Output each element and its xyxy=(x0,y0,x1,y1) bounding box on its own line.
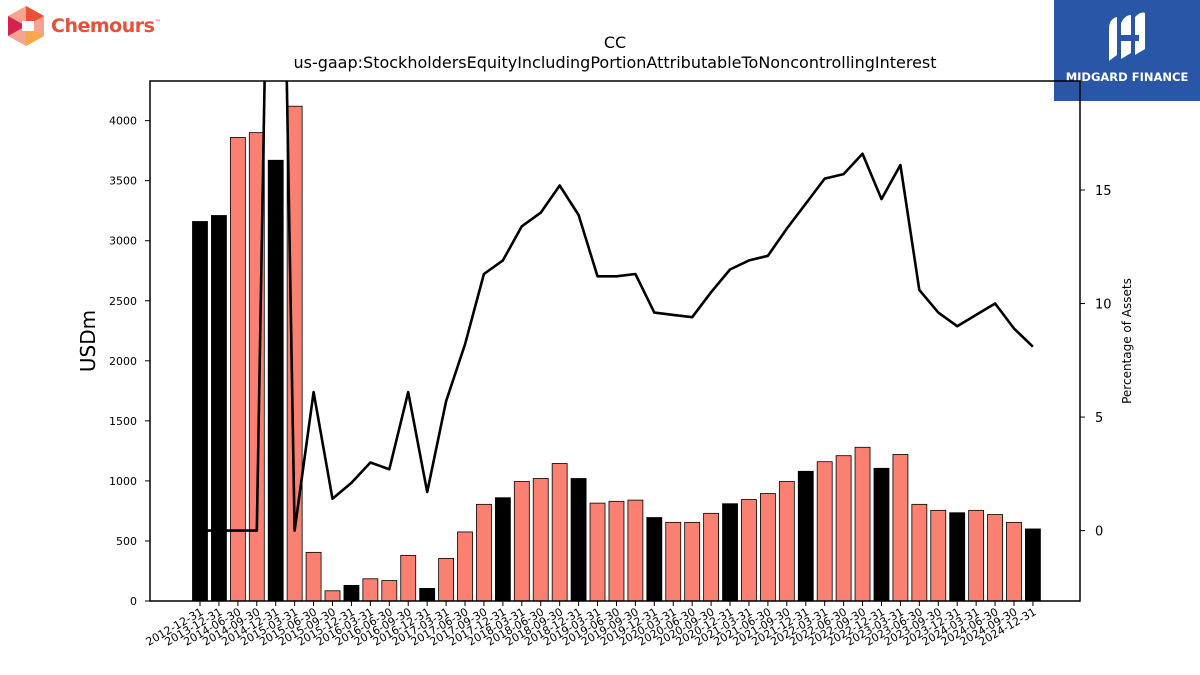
midgard-finance-logo: MIDGARD FINANCE xyxy=(1054,0,1200,101)
y2-axis-label: Percentage of Assets xyxy=(1120,278,1134,404)
chemours-hexagon-logo-icon xyxy=(8,6,44,46)
bar xyxy=(760,493,776,601)
bar xyxy=(438,557,454,601)
bar xyxy=(286,105,303,601)
bar xyxy=(305,551,322,601)
midgard-emblem-icon xyxy=(1109,12,1145,61)
chemours-logo: Chemours™ xyxy=(4,4,174,50)
bar xyxy=(457,531,473,601)
bar xyxy=(987,514,1003,601)
bar xyxy=(192,221,208,601)
y-tick-label: 2000 xyxy=(109,355,137,368)
midgard-brand-name: MIDGARD FINANCE xyxy=(1065,70,1189,84)
chemours-wordmark: Chemours™ xyxy=(51,15,161,37)
bar xyxy=(400,554,417,601)
y-tick-label: 0 xyxy=(130,595,137,608)
bar xyxy=(1006,521,1022,601)
bar xyxy=(854,446,871,601)
bar xyxy=(873,467,890,601)
chart-title: CC xyxy=(603,33,627,52)
bar xyxy=(229,137,246,601)
bar xyxy=(419,587,436,601)
bar xyxy=(343,584,360,601)
bar xyxy=(381,580,398,601)
bar xyxy=(362,578,379,601)
y2-tick-label: 5 xyxy=(1095,411,1103,426)
bar xyxy=(968,509,985,601)
bar xyxy=(665,521,682,601)
y-tick-label: 1000 xyxy=(109,475,137,488)
y-tick-label: 3500 xyxy=(109,175,137,188)
plot-frame xyxy=(149,80,1081,602)
bar xyxy=(778,481,795,601)
bar xyxy=(892,454,909,601)
bar xyxy=(930,509,947,601)
bar xyxy=(551,463,568,601)
bar xyxy=(1025,528,1041,601)
bar xyxy=(570,478,587,601)
bar xyxy=(532,478,549,601)
bar xyxy=(703,512,720,601)
chart-subtitle: us-gaap:StockholdersEquityIncludingPorti… xyxy=(293,53,937,72)
bar xyxy=(589,502,606,601)
y-tick-label: 3000 xyxy=(109,235,137,248)
y-tick-label: 4000 xyxy=(109,115,137,128)
bar xyxy=(211,215,227,601)
y-tick-label: 500 xyxy=(116,535,137,548)
bar xyxy=(741,499,757,601)
bar xyxy=(949,512,966,601)
y-tick-label: 1500 xyxy=(109,415,137,428)
y-tick-label: 2500 xyxy=(109,295,137,308)
bar xyxy=(324,590,341,601)
y2-tick-label: 10 xyxy=(1095,298,1112,313)
bar xyxy=(722,503,738,601)
bar xyxy=(267,159,284,601)
percentage-line xyxy=(200,81,1034,532)
bar xyxy=(476,503,492,601)
bar xyxy=(494,497,511,601)
bar xyxy=(684,521,701,601)
bar xyxy=(797,470,814,601)
y-axis-label: USDm xyxy=(76,310,100,372)
bar xyxy=(513,481,530,601)
bar xyxy=(911,503,928,601)
y2-tick-label: 0 xyxy=(1095,525,1103,540)
bar xyxy=(835,455,852,601)
y2-tick-label: 15 xyxy=(1095,184,1112,199)
bar xyxy=(646,517,663,601)
bar xyxy=(627,499,644,601)
bar xyxy=(608,500,625,601)
bar xyxy=(816,461,833,601)
